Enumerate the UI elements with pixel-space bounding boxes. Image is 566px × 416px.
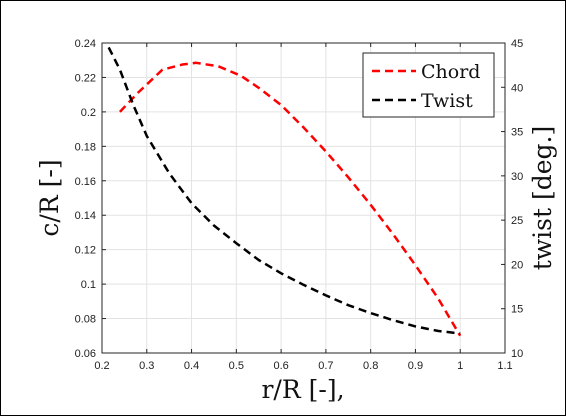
y-right-tick-label: 45 <box>511 38 523 50</box>
x-tick-label: 0.7 <box>318 360 333 372</box>
y-right-tick-label: 10 <box>511 348 523 360</box>
legend: Chord Twist <box>362 52 495 118</box>
y-left-tick-label: 0.24 <box>75 38 96 50</box>
y-right-tick-label: 25 <box>511 215 523 227</box>
x-tick-label: 0.5 <box>229 360 244 372</box>
legend-label-twist: Twist <box>421 90 473 112</box>
legend-label-chord: Chord <box>421 61 480 83</box>
x-tick-label: 1.1 <box>497 360 512 372</box>
x-tick-label: 0.6 <box>273 360 288 372</box>
y-left-ticks: 0.06 0.08 0.1 0.12 0.14 0.16 0.18 0.2 0.22 0.24 <box>75 38 106 360</box>
x-axis-title: r/R [-], <box>261 375 344 404</box>
series-group <box>107 46 462 337</box>
x-tick-label: 0.2 <box>94 360 109 372</box>
series-line-twist <box>107 46 461 335</box>
y-left-tick-label: 0.14 <box>75 210 96 222</box>
y-left-axis-title: c/R [-] <box>35 159 64 236</box>
y-right-tick-label: 30 <box>511 171 523 183</box>
y-left-tick-label: 0.22 <box>75 72 96 84</box>
y-left-tick-label: 0.16 <box>75 176 96 188</box>
y-left-tick-label: 0.12 <box>75 245 96 257</box>
y-right-tick-label: 35 <box>511 127 523 139</box>
x-ticks: 0.2 0.3 0.4 0.5 0.6 0.7 0.8 0.9 1 1.1 <box>94 43 513 372</box>
x-tick-label: 1 <box>457 360 463 372</box>
y-right-tick-label: 20 <box>511 259 523 271</box>
x-tick-label: 0.8 <box>363 360 378 372</box>
plot-box <box>101 42 506 354</box>
y-right-axis-title: twist [deg.] <box>528 126 557 271</box>
y-left-tick-label: 0.06 <box>75 348 96 360</box>
y-left-tick-label: 0.08 <box>75 314 96 326</box>
y-left-tick-label: 0.18 <box>75 141 96 153</box>
y-right-tick-label: 15 <box>511 304 523 316</box>
y-left-tick-label: 0.1 <box>81 279 96 291</box>
y-right-ticks: 10 15 20 25 30 35 40 45 <box>501 38 523 360</box>
x-tick-label: 0.9 <box>408 360 423 372</box>
y-right-tick-label: 40 <box>511 82 523 94</box>
y-left-tick-label: 0.2 <box>81 107 96 119</box>
x-tick-label: 0.4 <box>184 360 199 372</box>
legend-box <box>362 52 495 118</box>
x-tick-label: 0.3 <box>139 360 154 372</box>
